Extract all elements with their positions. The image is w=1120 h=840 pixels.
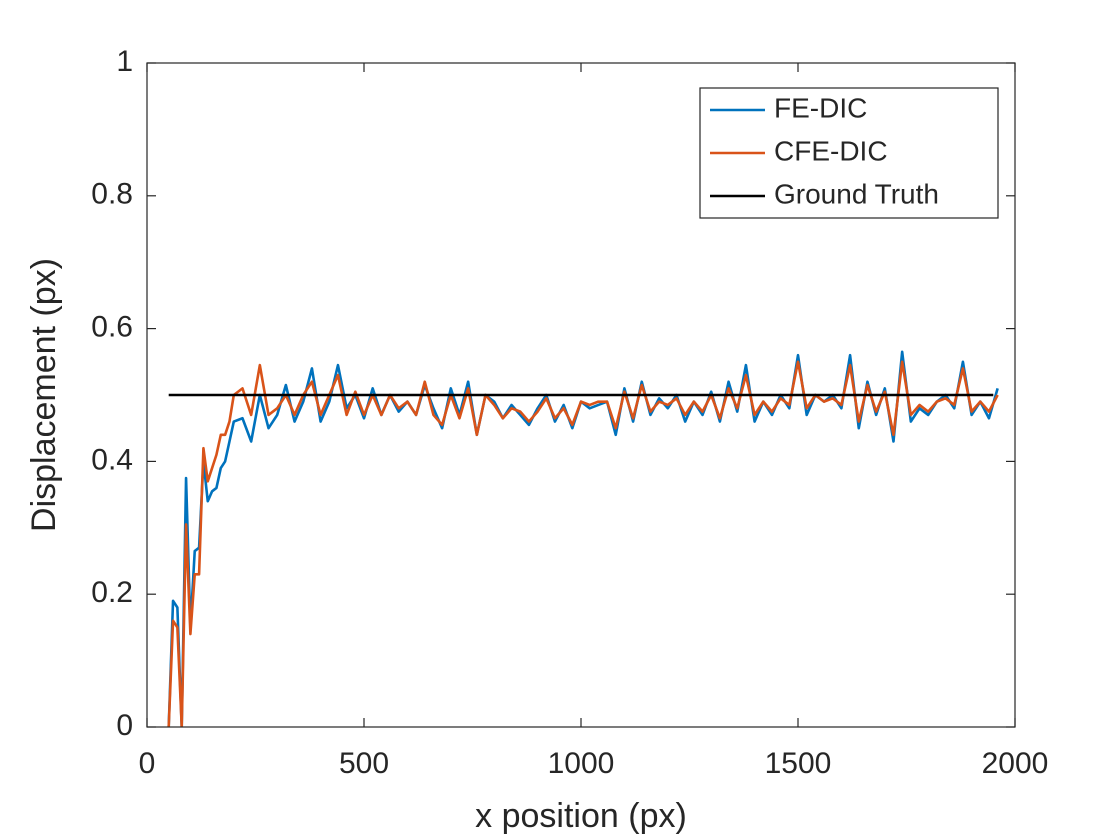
x-axis-label: x position (px): [475, 797, 687, 835]
y-tick-label: 0.6: [91, 311, 133, 344]
legend: FE-DIC CFE-DIC Ground Truth: [699, 87, 999, 219]
legend-label: CFE-DIC: [774, 135, 888, 166]
y-tick-label: 0: [116, 709, 133, 742]
legend-label: FE-DIC: [774, 92, 867, 123]
x-tick-label: 1500: [765, 747, 832, 780]
legend-label: Ground Truth: [774, 178, 939, 209]
series-line: [167, 360, 999, 727]
x-tick-label: 2000: [982, 747, 1049, 780]
y-tick-label: 0.8: [91, 178, 133, 211]
y-tick-label: 0.2: [91, 576, 133, 609]
x-tick-label: 0: [139, 747, 156, 780]
lines: [167, 350, 999, 727]
x-tick-label: 1000: [548, 747, 615, 780]
y-axis-label: Displacement (px): [25, 258, 63, 532]
y-tick-label: 1: [116, 45, 133, 78]
x-tick-label: 500: [339, 747, 389, 780]
y-tick-label: 0.4: [91, 443, 133, 476]
